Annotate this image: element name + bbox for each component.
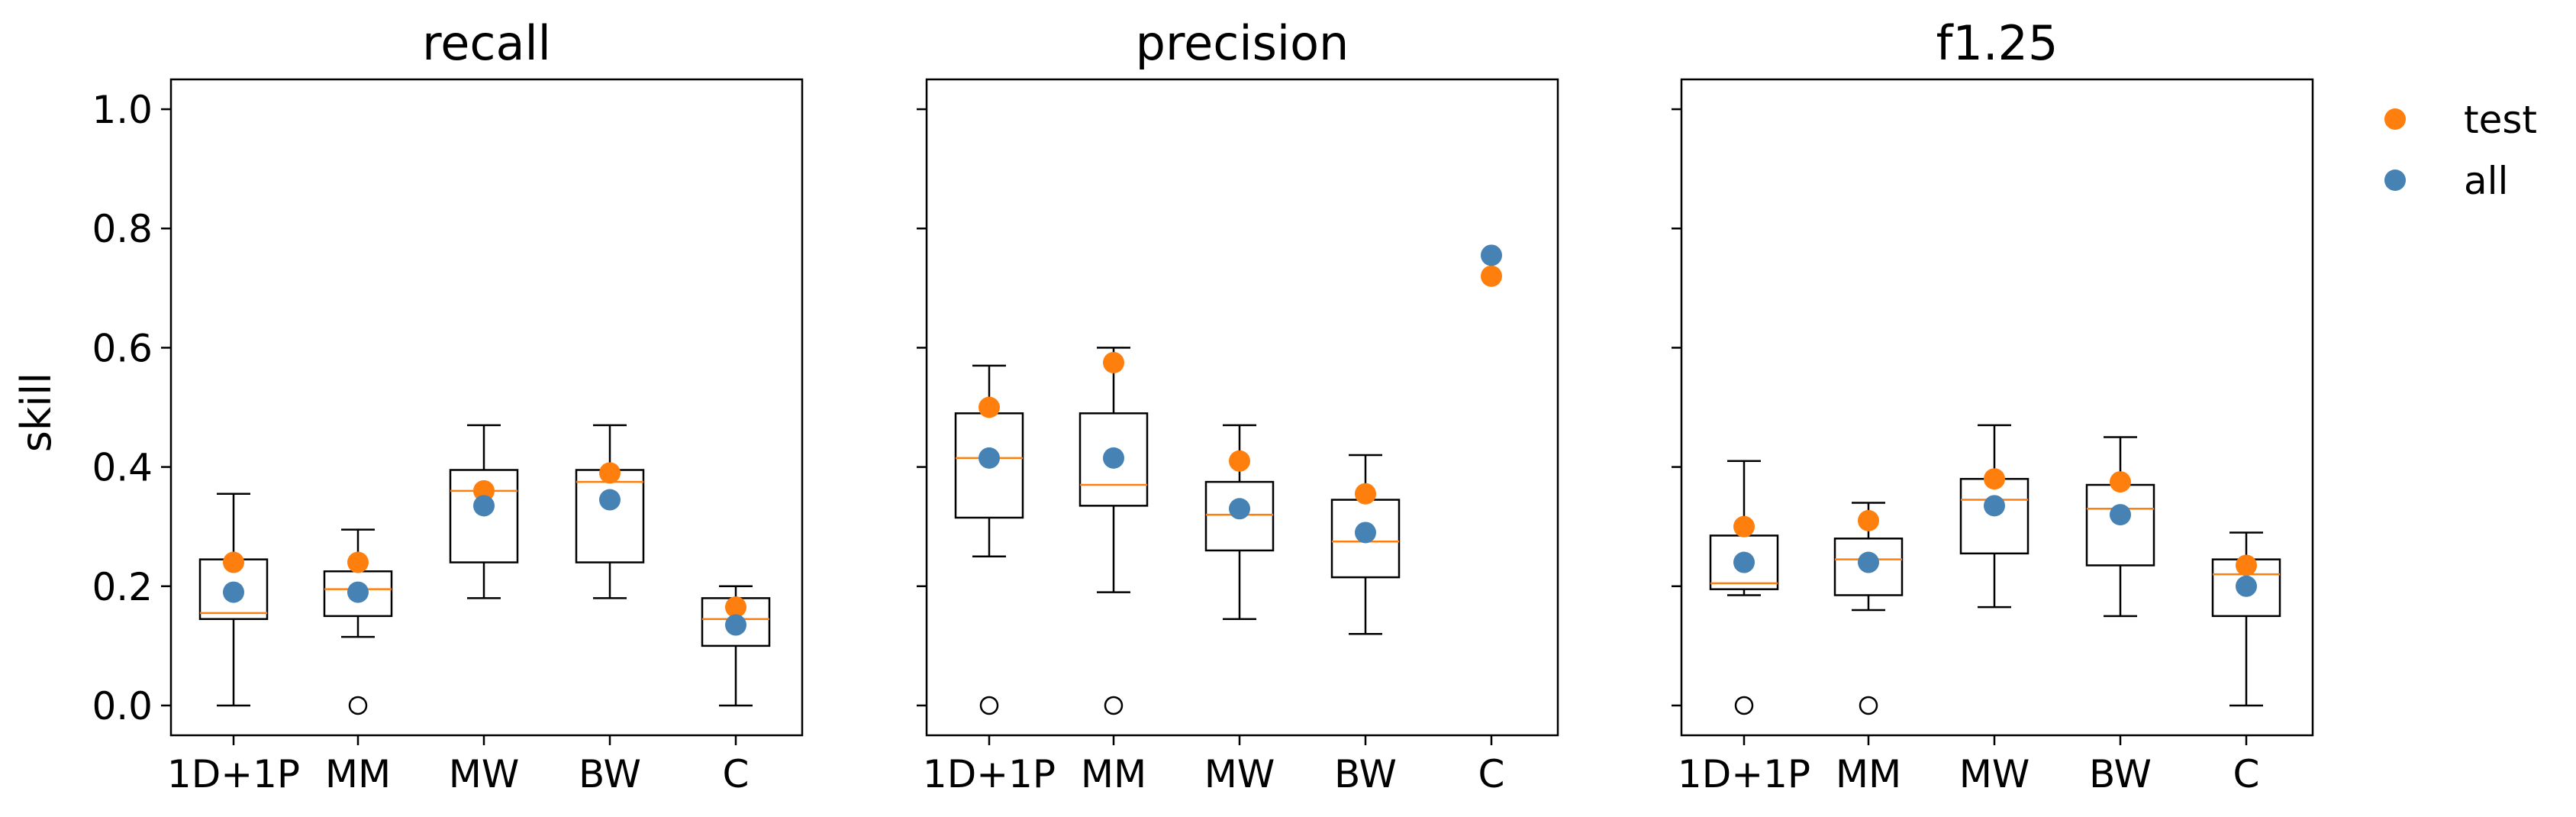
- x-tick-label: MW: [1204, 752, 1275, 796]
- panel-precision: precision 1D+1P MM MW BW C: [917, 15, 1559, 796]
- x-tick-label: BW: [579, 752, 641, 796]
- axes-frame: [925, 78, 1559, 737]
- y-axis-label: skill: [12, 373, 60, 452]
- all-point: [1858, 551, 1879, 573]
- axes-frame: [169, 78, 804, 737]
- x-tick-label: 1D+1P: [167, 752, 300, 796]
- test-point: [1984, 468, 2005, 490]
- legend-entry-test: test: [2384, 98, 2537, 142]
- legend-label: test: [2464, 98, 2537, 142]
- test-point: [2110, 471, 2131, 493]
- outlier-point: [1734, 696, 1754, 715]
- panel-recall: recall 0.0 0.2 0.4 0.6 0.8 1.0 1D+1P MM MW BW C: [92, 15, 804, 796]
- legend-marker: [2384, 170, 2406, 191]
- test-point: [223, 551, 244, 573]
- test-point: [1355, 483, 1376, 505]
- iqr-box: [1204, 480, 1275, 552]
- test-point: [1229, 450, 1250, 472]
- test-point: [1733, 515, 1755, 538]
- test-point: [347, 551, 369, 573]
- legend-entry-all: all: [2384, 159, 2508, 203]
- all-point: [1984, 495, 2005, 517]
- test-point: [1858, 509, 1879, 531]
- all-point: [725, 614, 746, 636]
- test-point: [725, 596, 746, 618]
- test-point: [473, 480, 495, 502]
- all-point: [347, 581, 369, 603]
- y-tick-label: 0.2: [92, 565, 153, 609]
- y-tick-label: 1.0: [92, 88, 153, 132]
- x-tick-label: MM: [325, 752, 391, 796]
- panel-title: precision: [1136, 15, 1349, 71]
- all-point: [1103, 447, 1124, 469]
- y-tick-label: 0.0: [92, 684, 153, 728]
- x-tick-label: 1D+1P: [923, 752, 1056, 796]
- outlier-point: [1859, 696, 1878, 715]
- x-tick-label: MW: [1959, 752, 2030, 796]
- iqr-box: [1078, 412, 1149, 507]
- iqr-box: [449, 469, 519, 564]
- all-point: [1733, 551, 1755, 573]
- x-tick-label: C: [1478, 752, 1505, 796]
- panel-title: recall: [422, 15, 551, 71]
- outlier-point: [1104, 696, 1124, 715]
- y-tick-label: 0.6: [92, 326, 153, 370]
- all-point: [2236, 575, 2257, 597]
- y-tick-label: 0.4: [92, 446, 153, 490]
- all-point: [473, 495, 495, 517]
- test-point: [1481, 265, 1502, 287]
- legend-marker: [2384, 108, 2406, 130]
- all-point: [223, 581, 244, 603]
- test-point: [978, 396, 1000, 418]
- x-tick-label: 1D+1P: [1678, 752, 1810, 796]
- legend-label: all: [2464, 159, 2508, 203]
- all-point: [1481, 244, 1502, 266]
- all-point: [2110, 504, 2131, 526]
- iqr-box: [1833, 538, 1904, 596]
- x-tick-label: MM: [1836, 752, 1901, 796]
- test-point: [2236, 554, 2257, 576]
- outlier-point: [979, 696, 999, 715]
- x-tick-label: C: [2233, 752, 2260, 796]
- y-tick-label: 0.8: [92, 207, 153, 251]
- test-point: [1103, 351, 1124, 373]
- x-tick-label: MM: [1081, 752, 1146, 796]
- all-point: [978, 447, 1000, 469]
- x-tick-label: MW: [449, 752, 520, 796]
- panel-title: f1.25: [1936, 15, 2059, 71]
- x-tick-label: C: [723, 752, 750, 796]
- x-tick-label: BW: [1334, 752, 1397, 796]
- axes-frame: [1680, 78, 2314, 737]
- panel-f1-25: f1.25 1D+1P MM MW BW C: [1672, 15, 2314, 796]
- x-tick-label: BW: [2089, 752, 2152, 796]
- outlier-point: [348, 696, 368, 715]
- all-point: [1355, 522, 1376, 544]
- test-point: [599, 462, 621, 484]
- all-point: [1229, 498, 1250, 520]
- all-point: [599, 489, 621, 511]
- iqr-box: [575, 469, 645, 564]
